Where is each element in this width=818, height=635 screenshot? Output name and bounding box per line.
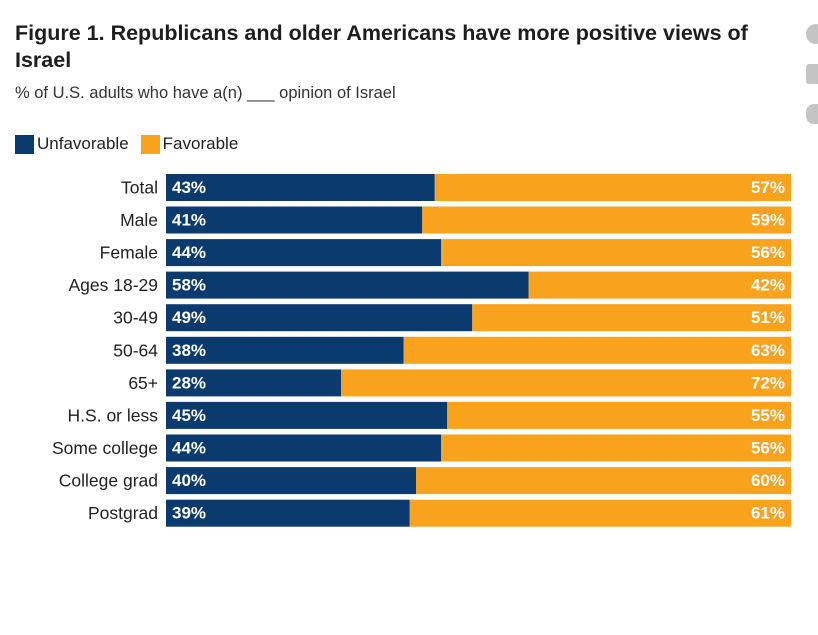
bar-unfavorable-college-grad (166, 467, 416, 495)
category-label-30-49: 30-49 (113, 308, 158, 328)
bar-favorable-ages-18-29 (528, 271, 791, 299)
bar-unfavorable-male (166, 206, 423, 234)
facebook-icon[interactable] (806, 24, 818, 44)
linkedin-icon[interactable] (806, 64, 818, 84)
legend-swatch-favorable (140, 134, 160, 154)
bar-favorable-65 (341, 369, 791, 397)
category-label-postgrad: Postgrad (88, 503, 158, 523)
value-label-unfavorable-65: 28% (172, 373, 206, 392)
bar-favorable-postgrad (409, 499, 791, 527)
value-label-favorable-h-s-or-less: 55% (751, 406, 785, 425)
legend-item-favorable: Favorable (140, 134, 239, 154)
value-label-unfavorable-30-49: 49% (172, 308, 206, 327)
bar-unfavorable-postgrad (166, 499, 410, 527)
legend: Unfavorable Favorable (15, 134, 250, 154)
bar-favorable-30-49 (472, 304, 791, 332)
value-label-favorable-some-college: 56% (751, 439, 785, 458)
legend-label-unfavorable: Unfavorable (37, 134, 129, 153)
category-label-some-college: Some college (52, 438, 158, 458)
category-label-50-64: 50-64 (113, 340, 158, 360)
category-label-female: Female (100, 243, 158, 263)
value-label-favorable-50-64: 63% (751, 341, 785, 360)
chart-title: Figure 1. Republicans and older American… (15, 21, 748, 72)
bar-favorable-h-s-or-less (447, 401, 791, 429)
value-label-favorable-65: 72% (751, 373, 785, 392)
value-label-unfavorable-some-college: 44% (172, 439, 206, 458)
bar-favorable-50-64 (403, 336, 791, 364)
category-label-ages-18-29: Ages 18-29 (68, 275, 158, 295)
bar-unfavorable-h-s-or-less (166, 401, 448, 429)
value-label-unfavorable-male: 41% (172, 211, 206, 230)
bar-unfavorable-30-49 (166, 304, 473, 332)
category-label-h-s-or-less: H.S. or less (68, 405, 159, 425)
legend-item-unfavorable: Unfavorable (15, 134, 129, 154)
category-label-total: Total (121, 178, 158, 198)
twitter-icon[interactable] (806, 104, 818, 124)
legend-label-favorable: Favorable (162, 134, 239, 153)
bar-favorable-total (434, 174, 791, 201)
value-label-unfavorable-postgrad: 39% (172, 504, 206, 523)
chart-subtitle: % of U.S. adults who have a(n) ___ opini… (15, 84, 396, 102)
bar-unfavorable-50-64 (166, 336, 404, 364)
category-label-65: 65+ (128, 373, 158, 393)
value-label-favorable-total: 57% (751, 178, 785, 197)
bar-unfavorable-65 (166, 369, 341, 397)
bar-unfavorable-ages-18-29 (166, 271, 529, 299)
value-label-favorable-female: 56% (751, 243, 785, 262)
category-label-male: Male (120, 210, 158, 230)
bar-favorable-male (422, 206, 791, 234)
value-label-unfavorable-ages-18-29: 58% (172, 276, 206, 295)
value-label-favorable-30-49: 51% (751, 308, 785, 327)
value-label-unfavorable-total: 43% (172, 178, 206, 197)
value-label-unfavorable-college-grad: 40% (172, 471, 206, 490)
value-label-favorable-college-grad: 60% (751, 471, 785, 490)
bar-favorable-some-college (441, 434, 791, 462)
category-label-college-grad: College grad (59, 471, 158, 491)
bar-unfavorable-total (166, 174, 435, 201)
value-label-unfavorable-h-s-or-less: 45% (172, 406, 206, 425)
bar-unfavorable-female (166, 239, 441, 267)
value-label-favorable-postgrad: 61% (751, 504, 785, 523)
bar-unfavorable-some-college (166, 434, 441, 462)
bar-favorable-college-grad (416, 467, 791, 495)
value-label-favorable-male: 59% (751, 211, 785, 230)
value-label-unfavorable-50-64: 38% (172, 341, 206, 360)
value-label-favorable-ages-18-29: 42% (751, 276, 785, 295)
bar-favorable-female (441, 239, 791, 267)
value-label-unfavorable-female: 44% (172, 243, 206, 262)
legend-swatch-unfavorable (15, 134, 34, 154)
